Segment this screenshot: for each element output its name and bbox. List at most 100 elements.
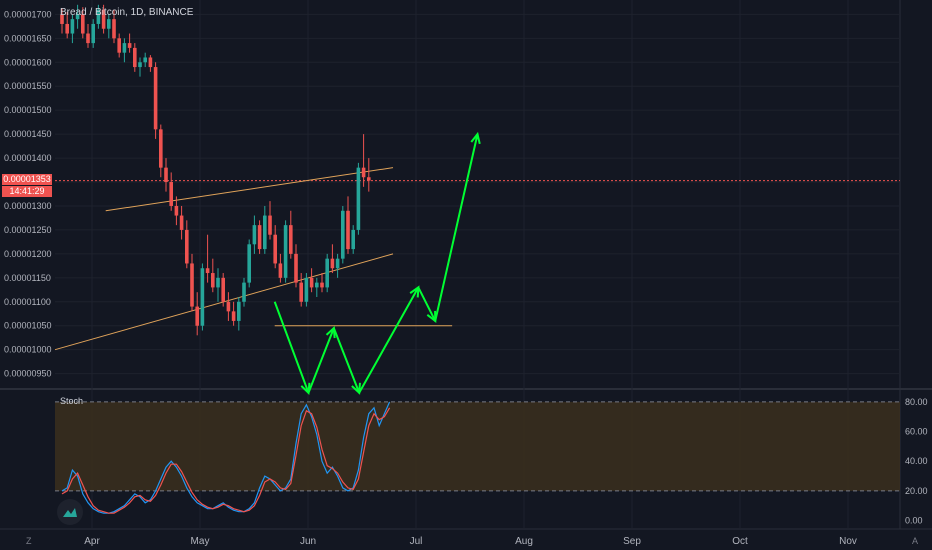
candle-body: [346, 210, 350, 250]
month-tick-label: Apr: [84, 536, 100, 547]
candle-body: [169, 182, 173, 206]
candle-body: [268, 215, 272, 235]
candlesticks: [60, 4, 371, 336]
candle-body: [174, 205, 179, 216]
candle-body: [221, 277, 225, 302]
stoch-tick-label: 60.00: [905, 427, 928, 437]
candle-body: [200, 268, 205, 326]
candle-body: [205, 268, 210, 274]
price-tick-label: 0.00001500: [4, 105, 52, 115]
arrowhead: [470, 131, 481, 145]
month-tick-label: Oct: [732, 536, 748, 547]
price-tick-label: 0.00001100: [4, 297, 51, 307]
arrowhead: [351, 382, 361, 395]
arrowhead: [300, 382, 311, 395]
candle-body: [70, 19, 75, 34]
candle-body: [159, 129, 163, 168]
countdown-badge: 14:41:29: [2, 186, 52, 197]
month-tick-label: Aug: [515, 536, 533, 547]
price-tick-label: 0.00001150: [4, 273, 51, 283]
stoch-tick-label: 80.00: [905, 397, 928, 407]
candle-body: [112, 19, 116, 39]
candle-body: [185, 229, 189, 264]
price-tick-label: 0.00001400: [4, 153, 52, 163]
auto-scale-icon[interactable]: A: [912, 536, 919, 546]
stoch-tick-label: 20.00: [905, 486, 928, 496]
stoch-tick-label: 0.00: [905, 516, 923, 526]
candle-body: [335, 258, 340, 269]
price-tick-label: 0.00000950: [4, 369, 52, 379]
candle-body: [299, 282, 303, 302]
candle-body: [273, 234, 277, 264]
candle-body: [247, 244, 251, 283]
projection-arrows: [273, 131, 481, 395]
candle-body: [257, 225, 262, 250]
month-tick-label: Sep: [623, 536, 641, 547]
candle-body: [164, 167, 168, 183]
candle-body: [237, 301, 241, 321]
candle-body: [81, 14, 85, 34]
price-tick-label: 0.00001450: [4, 129, 52, 139]
stoch-band: [55, 401, 900, 492]
candle-body: [304, 277, 309, 302]
price-tick-label: 0.00001250: [4, 225, 52, 235]
candle-body: [356, 167, 361, 230]
candle-body: [133, 47, 137, 68]
candle-body: [341, 210, 345, 259]
candle-body: [75, 14, 80, 20]
candle-body: [127, 43, 132, 48]
stoch-series-line: [61, 407, 391, 514]
candle-body: [330, 258, 335, 269]
candle-body: [294, 253, 298, 283]
candle-body: [138, 62, 142, 68]
candle-body: [263, 215, 267, 250]
arrowhead: [325, 325, 336, 339]
candle-body: [148, 57, 153, 68]
candle-body: [315, 282, 319, 288]
candle-body: [361, 167, 366, 178]
candle-body: [320, 282, 324, 288]
month-tick-label: May: [191, 536, 210, 547]
price-tick-label: 0.00001300: [4, 201, 52, 211]
stoch-tick-label: 40.00: [905, 456, 928, 466]
candle-body: [60, 14, 64, 24]
candle-body: [107, 19, 111, 29]
candle-body: [242, 282, 246, 302]
candle-body: [101, 9, 106, 29]
candle-body: [252, 225, 257, 245]
price-tick-label: 0.00001600: [4, 57, 52, 67]
stoch-lines: [61, 401, 391, 514]
candle-body: [351, 229, 355, 250]
candle-body: [211, 273, 215, 288]
candle-body: [195, 306, 199, 326]
candle-body: [278, 263, 283, 278]
stoch-label: Stoch: [60, 396, 84, 406]
current-price-badge: 0.00001353: [2, 174, 52, 185]
timezone-icon[interactable]: Z: [26, 536, 32, 546]
candle-body: [226, 301, 231, 312]
trendline: [105, 167, 394, 212]
month-tick-label: Nov: [839, 536, 857, 547]
candle-body: [179, 215, 184, 230]
candle-body: [231, 311, 236, 321]
candle-body: [117, 38, 121, 53]
stoch-band-fill: [55, 401, 900, 491]
candle-body: [367, 177, 371, 181]
candle-body: [143, 57, 147, 63]
tradingview-logo-icon[interactable]: [57, 499, 83, 525]
month-tick-label: Jul: [410, 536, 423, 547]
price-tick-label: 0.00001550: [4, 81, 52, 91]
price-tick-label: 0.00001200: [4, 249, 52, 259]
candle-body: [86, 33, 90, 44]
price-tick-label: 0.00001700: [4, 9, 52, 19]
chart-title: Bread / Bitcoin, 1D, BINANCE: [60, 7, 194, 18]
candle-body: [190, 263, 194, 307]
candle-body: [91, 23, 95, 44]
candle-body: [216, 277, 220, 288]
candle-body: [122, 43, 127, 53]
candle-body: [283, 225, 288, 278]
candle-body: [65, 23, 69, 34]
candle-body: [309, 277, 314, 288]
price-tick-label: 0.00001000: [4, 345, 52, 355]
